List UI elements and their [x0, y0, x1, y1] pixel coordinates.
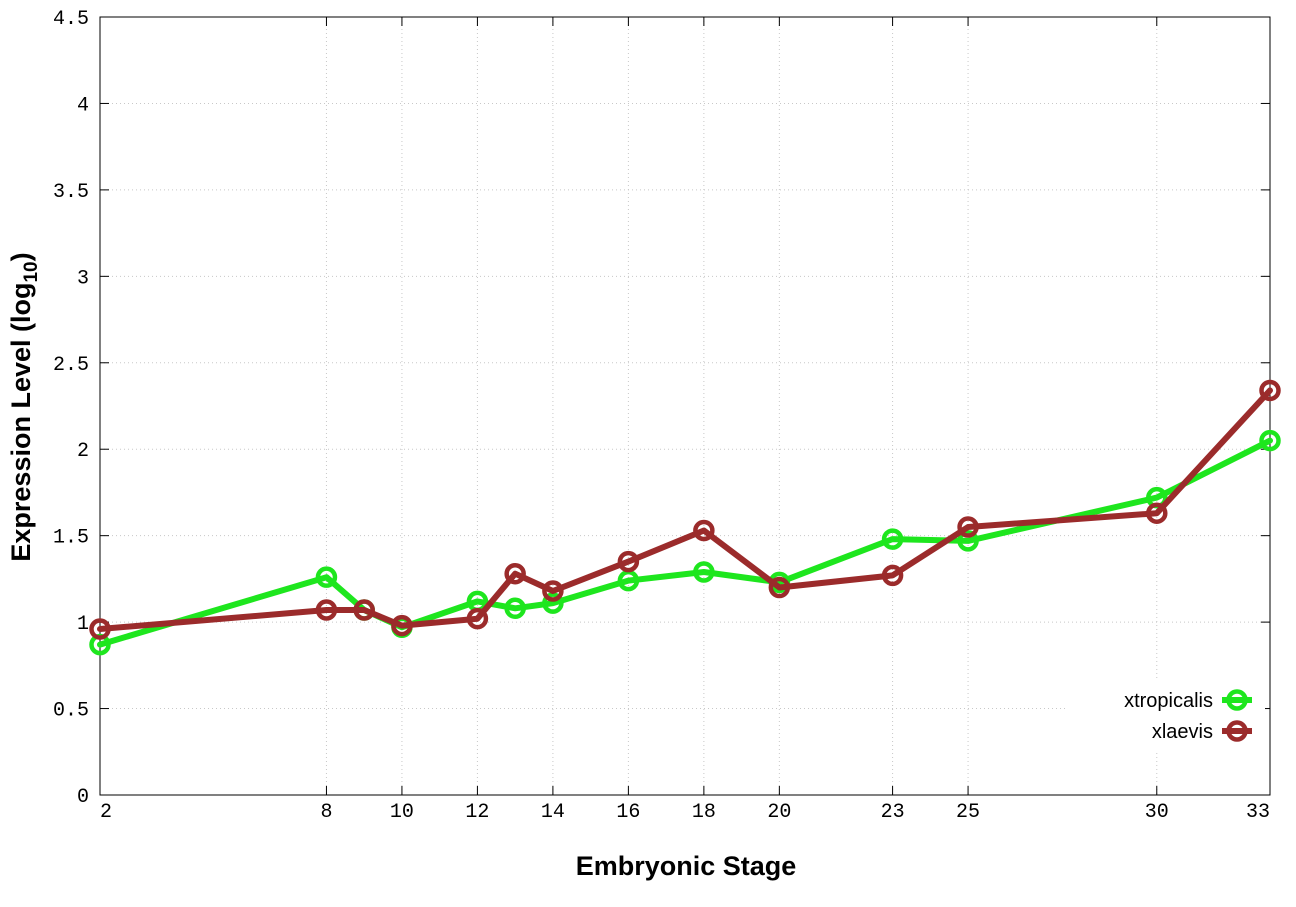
data-point-xtropicalis: [693, 561, 715, 583]
data-point-xlaevis: [693, 519, 715, 542]
data-point-xlaevis: [1259, 379, 1281, 402]
y-axis-title-close: ): [6, 252, 36, 261]
data-point-xlaevis: [353, 599, 375, 621]
data-point-xlaevis: [617, 550, 640, 573]
y-tick-label: 3: [77, 267, 89, 290]
y-axis-title-subscript: 10: [21, 261, 42, 282]
axis-ticks: 0 0.5 1 1.5 2 2.5 3 3.5 4 4.5 2 8 10 12 14 16 18 20 23 25 30…: [53, 8, 1271, 824]
data-point-xtropicalis: [881, 528, 904, 550]
y-tick-label: 2.5: [53, 354, 89, 377]
y-tick-label: 4.5: [53, 8, 89, 31]
x-tick-label: 12: [465, 801, 489, 824]
data-point-xlaevis: [957, 516, 979, 538]
series-xlaevis: [89, 379, 1281, 640]
x-tick-label: 16: [616, 801, 640, 824]
legend-item-xtropicalis: xtropicalis: [1124, 689, 1252, 712]
x-axis-title: Embryonic Stage: [576, 851, 797, 881]
grid-lines: [100, 17, 1270, 795]
data-point-xtropicalis: [542, 592, 564, 614]
legend-swatch-marker: [1226, 689, 1248, 711]
y-tick-label: 0.5: [53, 700, 89, 723]
data-point-xtropicalis: [315, 566, 338, 588]
y-tick-label: 0: [77, 786, 89, 809]
series-layer: [89, 379, 1281, 656]
y-tick-label: 2: [77, 440, 89, 463]
x-tick-label: 8: [320, 801, 332, 824]
data-point-xlaevis: [542, 580, 564, 602]
series-xtropicalis: [89, 429, 1281, 656]
y-axis-title: Expression Level (log10): [6, 252, 42, 561]
x-tick-label: 25: [956, 801, 980, 824]
legend-swatch-marker: [1226, 720, 1248, 742]
data-point-xtropicalis: [957, 530, 979, 552]
plot-frame: [99, 16, 1271, 796]
data-point-xlaevis: [89, 618, 111, 640]
x-tick-label: 23: [881, 801, 905, 824]
x-tick-label: 20: [767, 801, 791, 824]
x-tick-label: 18: [692, 801, 716, 824]
x-tick-label: 2: [100, 801, 112, 824]
data-point-xlaevis: [504, 562, 526, 585]
legend-label: xtropicalis: [1124, 690, 1213, 712]
x-tick-label: 14: [541, 801, 565, 824]
data-point-xlaevis: [768, 576, 791, 599]
legend-label: xlaevis: [1152, 721, 1213, 743]
y-tick-label: 4: [77, 94, 89, 117]
data-point-xlaevis: [1146, 502, 1168, 524]
data-point-xtropicalis: [504, 597, 526, 620]
legend-item-xlaevis: xlaevis: [1152, 720, 1252, 743]
y-axis-title-main: Expression Level (log: [6, 283, 36, 562]
data-point-xlaevis: [466, 607, 489, 630]
x-tick-label: 10: [390, 801, 414, 824]
y-tick-label: 3.5: [53, 181, 89, 204]
data-point-xlaevis: [315, 599, 338, 621]
data-point-xtropicalis: [1259, 429, 1281, 452]
y-tick-label: 1.5: [53, 527, 89, 550]
x-tick-label: 33: [1246, 801, 1270, 824]
y-tick-label: 1: [77, 613, 89, 636]
data-point-xlaevis: [881, 564, 904, 587]
legend: xtropicalis xlaevis: [1065, 680, 1265, 750]
data-point-xlaevis: [391, 614, 413, 637]
x-tick-label: 30: [1145, 801, 1169, 824]
